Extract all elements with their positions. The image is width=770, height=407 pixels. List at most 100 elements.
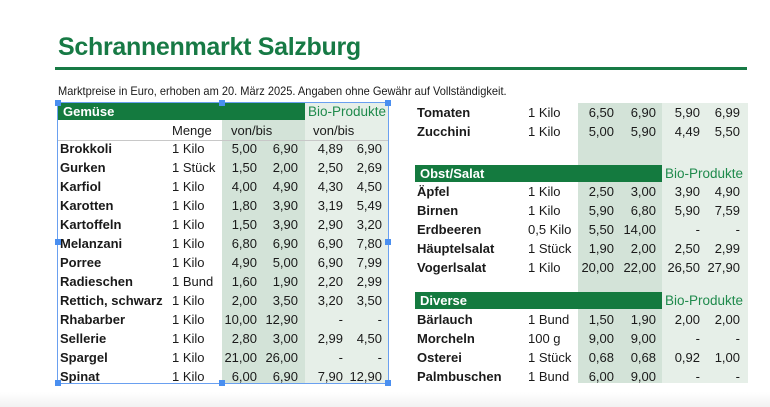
price-to: 3,00 bbox=[630, 184, 656, 199]
product-name: Radieschen bbox=[60, 274, 133, 289]
bio-price-from: 6,90 bbox=[317, 236, 343, 251]
bio-price-from: 3,90 bbox=[674, 184, 700, 199]
price-from: 5,00 bbox=[588, 124, 614, 139]
resize-handle[interactable] bbox=[219, 380, 225, 386]
price-to: 9,00 bbox=[630, 369, 656, 384]
price-to: 22,00 bbox=[623, 260, 656, 275]
quantity: 1 Bund bbox=[172, 274, 214, 289]
price-to: 6,90 bbox=[630, 105, 656, 120]
bio-price-from: 5,90 bbox=[674, 203, 700, 218]
price-from: 4,90 bbox=[231, 255, 257, 270]
bio-price-to: 2,99 bbox=[714, 241, 740, 256]
bio-price-from: 2,90 bbox=[317, 217, 343, 232]
resize-handle[interactable] bbox=[55, 380, 61, 386]
bio-price-to: 27,90 bbox=[707, 260, 740, 275]
page-title: Schrannenmarkt Salzburg bbox=[58, 33, 361, 61]
product-name: Spinat bbox=[60, 369, 100, 384]
bio-price-from: - bbox=[695, 331, 700, 346]
bio-price-to: 7,80 bbox=[356, 236, 382, 251]
header-divider bbox=[58, 140, 388, 141]
product-name: Brokkoli bbox=[60, 141, 113, 156]
price-to: 6,90 bbox=[272, 369, 298, 384]
table-row: Karfiol 1 Kilo 4,00 4,90 4,30 4,50 bbox=[58, 177, 398, 196]
bio-price-to: 4,50 bbox=[356, 331, 382, 346]
bio-price-to: - bbox=[735, 222, 740, 237]
quantity: 1 Kilo bbox=[528, 105, 561, 120]
table-row: Häuptelsalat 1 Stück 1,90 2,00 2,50 2,99 bbox=[415, 239, 755, 258]
bio-price-to: 6,90 bbox=[356, 141, 382, 156]
price-column-shade-right bbox=[578, 103, 662, 383]
table-row: Gurken 1 Stück 1,50 2,00 2,50 2,69 bbox=[58, 158, 398, 177]
page-edge bbox=[0, 392, 770, 407]
table-row: Kartoffeln 1 Kilo 1,50 3,90 2,90 3,20 bbox=[58, 215, 398, 234]
product-name: Spargel bbox=[60, 350, 108, 365]
price-from: 4,00 bbox=[231, 179, 257, 194]
price-to: 3,00 bbox=[272, 331, 298, 346]
bio-price-from: - bbox=[338, 350, 343, 365]
price-from: 6,00 bbox=[588, 369, 614, 384]
bio-price-from: 2,50 bbox=[317, 160, 343, 175]
product-name: Zucchini bbox=[417, 124, 471, 139]
bio-label-obst-salat: Bio-Produkte bbox=[665, 166, 744, 181]
product-name: Häuptelsalat bbox=[417, 241, 495, 256]
price-to: 0,68 bbox=[630, 350, 656, 365]
product-name: Gurken bbox=[60, 160, 106, 175]
price-from: 1,50 bbox=[231, 217, 257, 232]
quantity: 1 Kilo bbox=[172, 350, 205, 365]
price-to: 12,90 bbox=[265, 312, 298, 327]
section-header-gemuese: Gemüse bbox=[58, 103, 305, 120]
product-name: Birnen bbox=[417, 203, 459, 218]
quantity: 1 Kilo bbox=[172, 369, 205, 384]
bio-price-from: 6,90 bbox=[317, 255, 343, 270]
table-row: Melanzani 1 Kilo 6,80 6,90 6,90 7,80 bbox=[58, 234, 398, 253]
quantity: 1 Kilo bbox=[172, 198, 205, 213]
product-name: Äpfel bbox=[417, 184, 450, 199]
price-from: 21,00 bbox=[224, 350, 257, 365]
price-from: 5,00 bbox=[231, 141, 257, 156]
table-row: Sellerie 1 Kilo 2,80 3,00 2,99 4,50 bbox=[58, 329, 398, 348]
price-from: 5,50 bbox=[588, 222, 614, 237]
bio-price-from: 4,89 bbox=[317, 141, 343, 156]
quantity: 1 Kilo bbox=[172, 179, 205, 194]
table-row: Radieschen 1 Bund 1,60 1,90 2,20 2,99 bbox=[58, 272, 398, 291]
price-from: 1,50 bbox=[231, 160, 257, 175]
resize-handle[interactable] bbox=[55, 100, 61, 106]
table-row: Karotten 1 Kilo 1,80 3,90 3,19 5,49 bbox=[58, 196, 398, 215]
table-selection-frame[interactable] bbox=[57, 102, 389, 384]
price-from: 6,50 bbox=[588, 105, 614, 120]
price-to: 5,90 bbox=[630, 124, 656, 139]
bio-price-to: - bbox=[377, 350, 382, 365]
table-row: Spargel 1 Kilo 21,00 26,00 - - bbox=[58, 348, 398, 367]
table-row: Äpfel 1 Kilo 2,50 3,00 3,90 4,90 bbox=[415, 182, 755, 201]
vonbis-header: von/bis bbox=[231, 123, 273, 138]
price-to: 6,90 bbox=[272, 141, 298, 156]
resize-handle[interactable] bbox=[55, 239, 61, 245]
product-name: Osterei bbox=[417, 350, 462, 365]
bio-price-to: 1,00 bbox=[714, 350, 740, 365]
subtitle: Marktpreise in Euro, erhoben am 20. März… bbox=[58, 84, 507, 98]
bio-price-to: 2,00 bbox=[714, 312, 740, 327]
product-name: Melanzani bbox=[60, 236, 123, 251]
title-rule bbox=[55, 67, 747, 70]
table-row: Birnen 1 Kilo 5,90 6,80 5,90 7,59 bbox=[415, 201, 755, 220]
price-to: 2,00 bbox=[630, 241, 656, 256]
bio-price-from: 3,19 bbox=[317, 198, 343, 213]
table-row: Zucchini 1 Kilo 5,00 5,90 4,49 5,50 bbox=[415, 122, 755, 141]
bio-label-diverse: Bio-Produkte bbox=[665, 293, 744, 308]
bio-price-to: 2,69 bbox=[356, 160, 382, 175]
section-header-diverse: Diverse bbox=[415, 292, 662, 309]
product-name: Palmbuschen bbox=[417, 369, 502, 384]
resize-handle[interactable] bbox=[385, 380, 391, 386]
quantity: 1 Stück bbox=[528, 241, 572, 256]
price-to: 3,90 bbox=[272, 217, 298, 232]
menge-header: Menge bbox=[172, 123, 212, 138]
product-name: Porree bbox=[60, 255, 102, 270]
price-from: 1,50 bbox=[588, 312, 614, 327]
table-row: Vogerlsalat 1 Kilo 20,00 22,00 26,50 27,90 bbox=[415, 258, 755, 277]
resize-handle[interactable] bbox=[385, 100, 391, 106]
resize-handle[interactable] bbox=[385, 239, 391, 245]
resize-handle[interactable] bbox=[219, 100, 225, 106]
bio-price-from: 2,99 bbox=[317, 331, 343, 346]
quantity: 1 Kilo bbox=[172, 293, 205, 308]
price-to: 3,50 bbox=[272, 293, 298, 308]
